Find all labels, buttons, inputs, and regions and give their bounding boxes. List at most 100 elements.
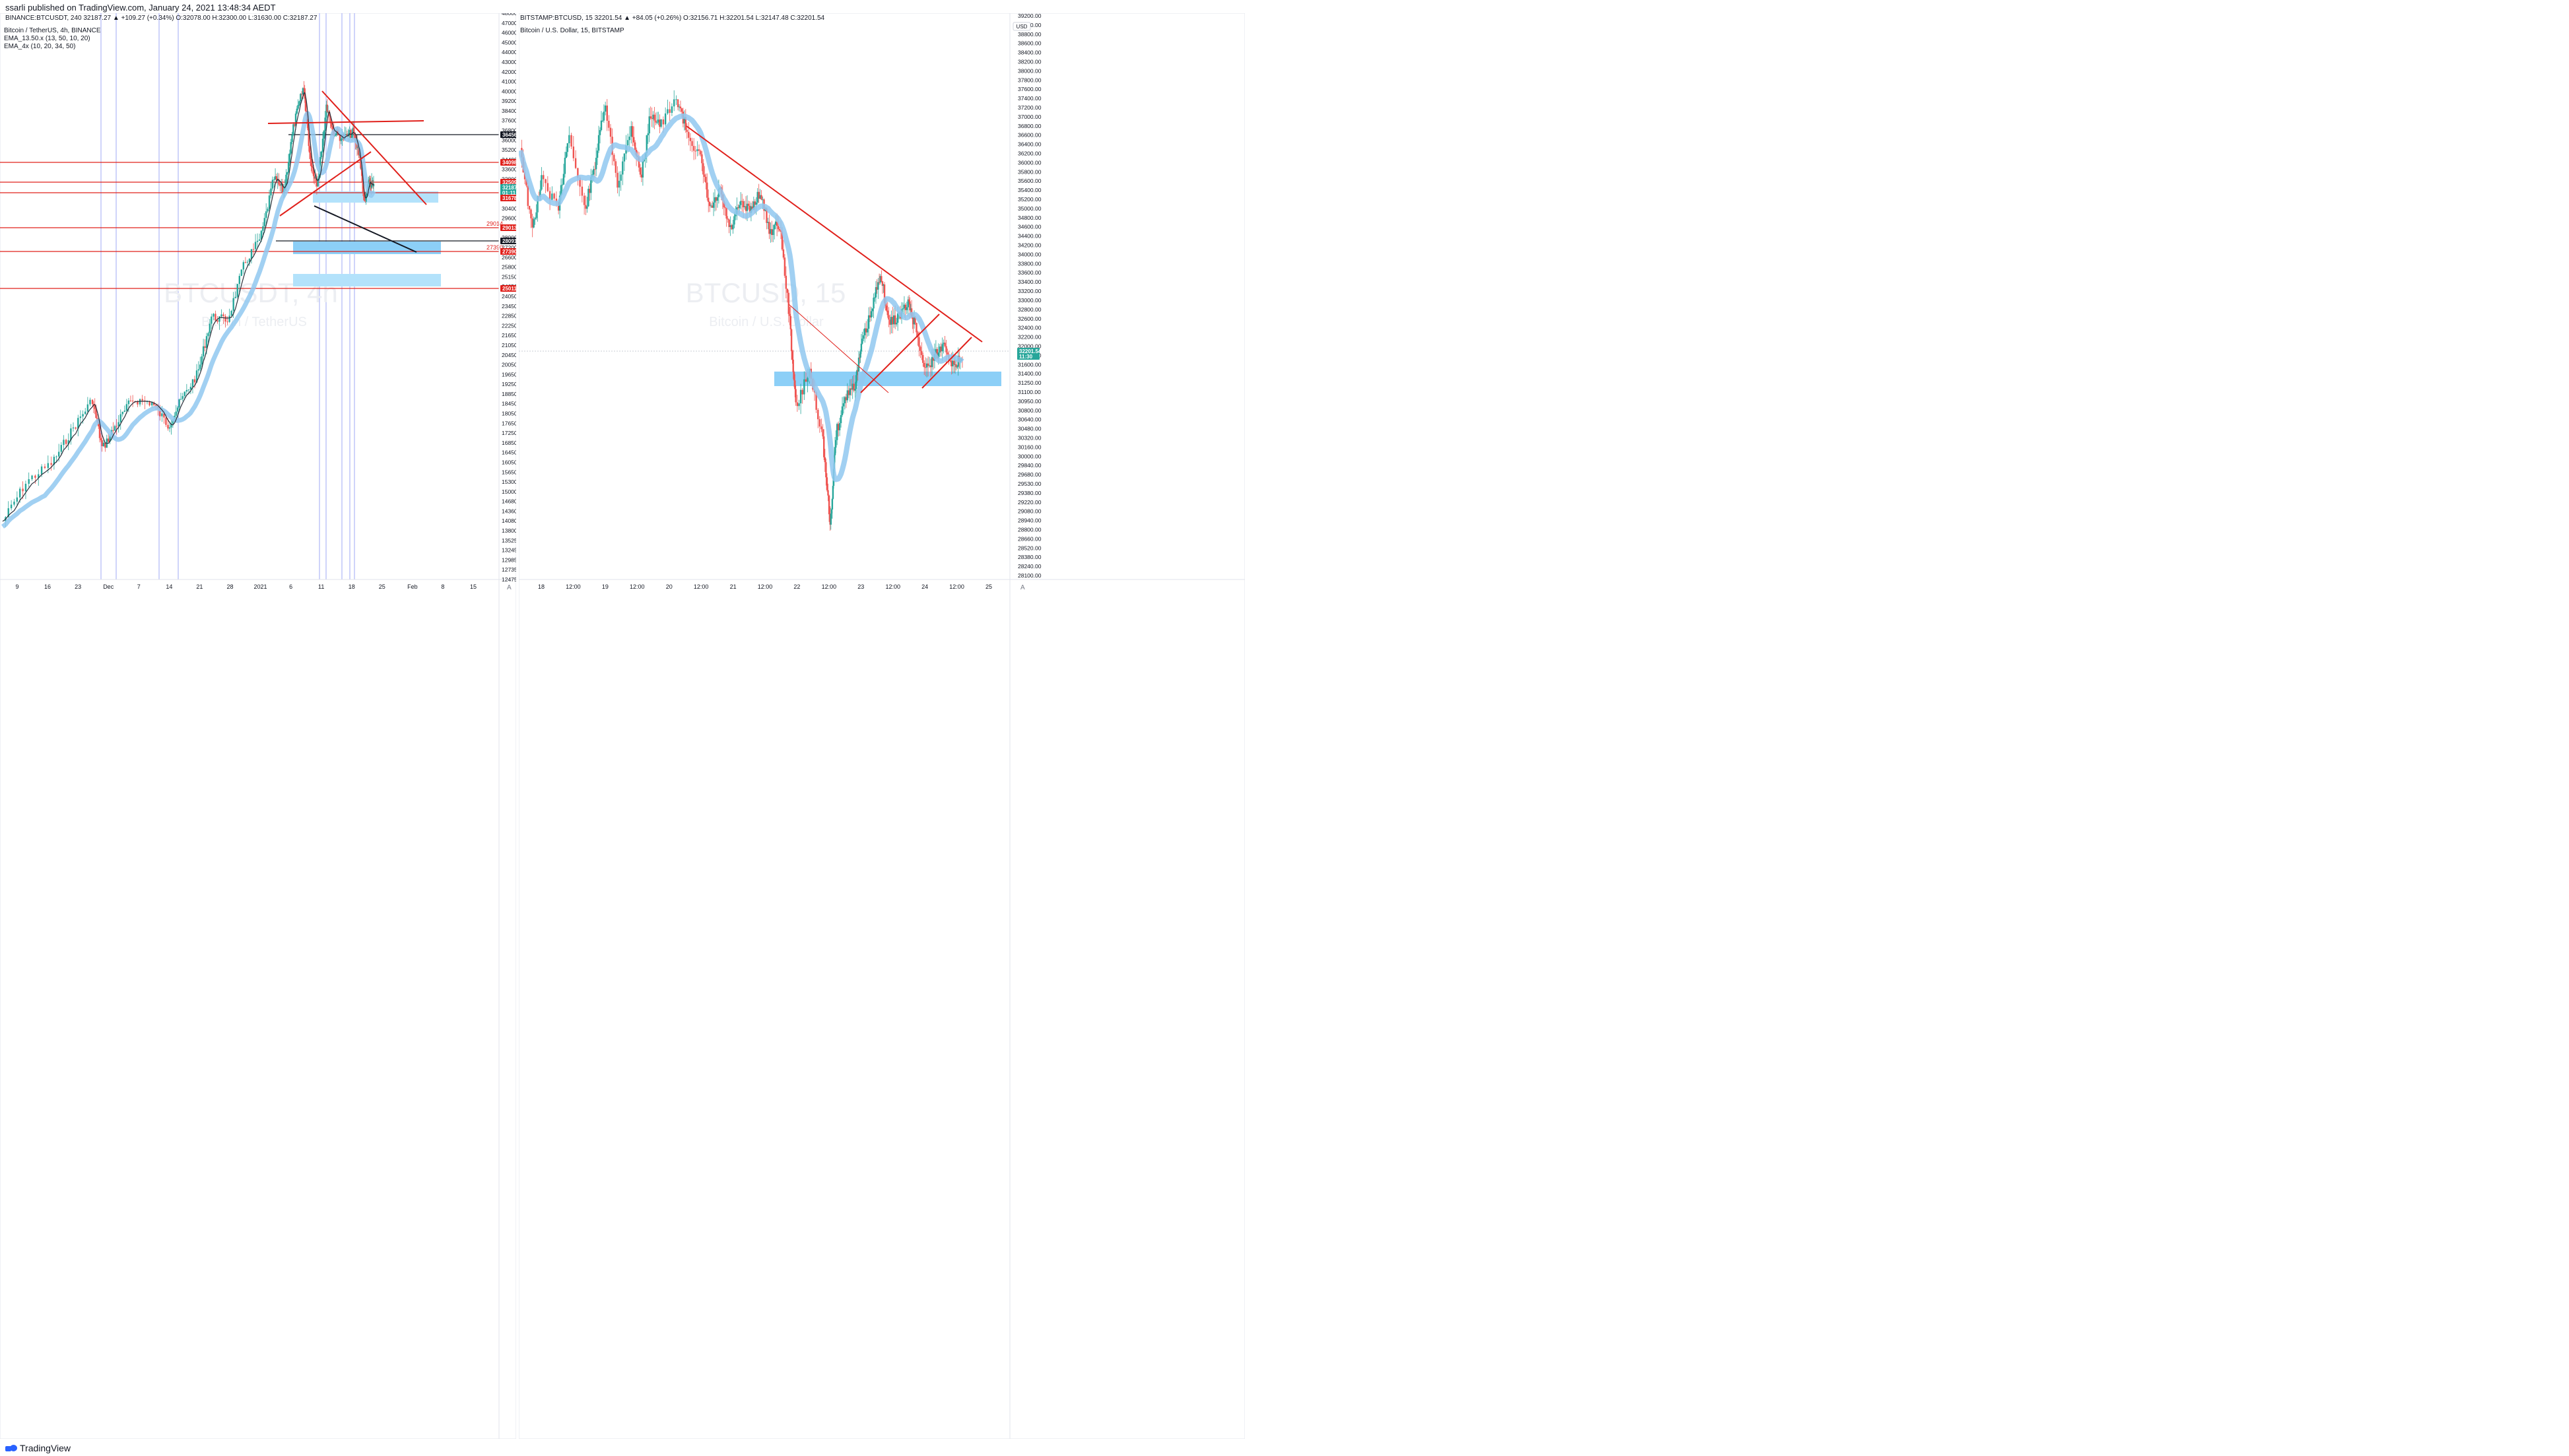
left-candle bbox=[53, 457, 55, 465]
right-y-tick: 37400.00 bbox=[1018, 95, 1042, 102]
trendline-rising[interactable] bbox=[279, 151, 372, 216]
right-candle bbox=[746, 203, 749, 211]
right-candle bbox=[817, 409, 819, 420]
trendline-rising-1[interactable] bbox=[860, 314, 940, 393]
trendline-main-descending[interactable] bbox=[686, 125, 983, 343]
right-axis-auto-button[interactable]: A bbox=[1020, 584, 1025, 591]
left-candle bbox=[278, 180, 280, 185]
left-indicator-1[interactable]: EMA_13.50.x (13, 50, 10, 20) bbox=[4, 35, 90, 42]
right-y-tick: 33800.00 bbox=[1018, 260, 1042, 267]
ema-band bbox=[519, 113, 964, 482]
left-y-tick: 16050.00 bbox=[502, 459, 516, 465]
right-candle bbox=[533, 219, 535, 228]
left-candle bbox=[271, 180, 274, 189]
right-candle bbox=[845, 397, 848, 401]
right-y-tick: 37200.00 bbox=[1018, 104, 1042, 111]
left-candle bbox=[297, 104, 299, 109]
right-candle bbox=[729, 225, 731, 227]
footer[interactable]: TradingView bbox=[5, 1443, 71, 1453]
right-candle bbox=[570, 135, 572, 147]
left-chart[interactable]: BTCUSDT, 4h Bitcoin / TetherUS 29014 273… bbox=[0, 13, 516, 1439]
right-candle bbox=[855, 375, 857, 389]
right-chart-panel[interactable]: BTCUSD, 15 Bitcoin / U.S. Dollar 39200.0… bbox=[519, 13, 1245, 1439]
left-candle bbox=[97, 422, 100, 426]
left-y-tick: 18850.00 bbox=[502, 391, 516, 397]
left-candle bbox=[191, 379, 194, 387]
left-y-tick: 22250.00 bbox=[502, 322, 516, 329]
left-candle bbox=[242, 262, 245, 270]
trendline-rising-2[interactable] bbox=[921, 337, 972, 389]
right-candle bbox=[547, 183, 549, 191]
left-y-tick: 20050.00 bbox=[502, 362, 516, 368]
right-candle bbox=[883, 284, 884, 286]
trendline-thin[interactable] bbox=[788, 304, 889, 393]
right-candle bbox=[686, 129, 688, 132]
left-candle bbox=[360, 158, 362, 169]
right-candle bbox=[755, 202, 757, 205]
right-candle bbox=[890, 317, 892, 325]
right-candle bbox=[758, 191, 760, 199]
right-candle bbox=[914, 316, 916, 323]
left-y-tick: 16850.00 bbox=[502, 440, 516, 446]
left-candle bbox=[287, 162, 290, 172]
annotation-27390: 27390 bbox=[486, 244, 503, 251]
left-x-tick: Feb bbox=[407, 583, 418, 590]
right-candle bbox=[791, 351, 793, 360]
right-candle bbox=[608, 121, 610, 128]
right-candle bbox=[696, 149, 698, 151]
right-candle bbox=[725, 208, 727, 219]
left-y-tick: 19650.00 bbox=[502, 371, 516, 378]
left-candle bbox=[137, 401, 139, 405]
right-y-tick: 38600.00 bbox=[1018, 40, 1042, 47]
trendline-resistance[interactable] bbox=[321, 90, 427, 205]
right-y-tick: 33400.00 bbox=[1018, 279, 1042, 285]
right-candle bbox=[883, 284, 886, 304]
left-candle bbox=[75, 427, 77, 429]
left-candle bbox=[232, 298, 234, 311]
left-price-label: 34098.77 bbox=[502, 160, 516, 166]
left-candle bbox=[291, 135, 293, 143]
right-y-tick: 32600.00 bbox=[1018, 315, 1042, 322]
left-candle bbox=[302, 88, 304, 94]
right-chart[interactable]: BTCUSD, 15 Bitcoin / U.S. Dollar 39200.0… bbox=[519, 13, 1245, 1439]
right-candle bbox=[932, 357, 935, 361]
left-chart-header: BINANCE:BTCUSDT, 240 32187.27 ▲ +109.27 … bbox=[5, 15, 317, 22]
left-candle bbox=[354, 133, 356, 135]
trendline-descending-black[interactable] bbox=[314, 205, 417, 253]
left-candle bbox=[175, 411, 177, 416]
right-y-tick: 33000.00 bbox=[1018, 297, 1042, 304]
right-candle bbox=[940, 347, 942, 352]
left-y-tick: 18450.00 bbox=[502, 401, 516, 407]
right-candle bbox=[825, 462, 827, 478]
left-candle bbox=[185, 389, 188, 392]
left-candle bbox=[22, 488, 24, 492]
left-candle bbox=[180, 399, 182, 400]
left-y-tick: 29600.00 bbox=[502, 215, 516, 222]
left-y-tick: 38400.00 bbox=[502, 108, 516, 114]
right-candle bbox=[640, 174, 643, 178]
left-chart-panel[interactable]: BTCUSDT, 4h Bitcoin / TetherUS 29014 273… bbox=[0, 13, 516, 1439]
left-candle bbox=[182, 396, 184, 399]
right-candle bbox=[796, 402, 799, 407]
left-candle bbox=[218, 316, 220, 322]
right-y-tick: 28940.00 bbox=[1018, 517, 1042, 524]
left-x-tick: 21 bbox=[196, 583, 203, 590]
trendline-horizontal-top[interactable] bbox=[267, 120, 424, 124]
right-candle bbox=[600, 120, 603, 131]
left-axis-auto-button[interactable]: A bbox=[507, 584, 512, 591]
right-y-tick: 37800.00 bbox=[1018, 77, 1042, 83]
left-y-tick: 48000.00 bbox=[502, 13, 516, 17]
right-y-tick: 38400.00 bbox=[1018, 50, 1042, 56]
right-candle bbox=[866, 329, 869, 333]
right-watermark-name: Bitcoin / U.S. Dollar bbox=[709, 315, 824, 329]
right-candle bbox=[841, 406, 844, 415]
left-candle bbox=[345, 134, 347, 135]
left-candle bbox=[260, 230, 263, 240]
currency-button[interactable] bbox=[1013, 22, 1031, 31]
left-indicator-2[interactable]: EMA_4x (10, 20, 34, 50) bbox=[4, 43, 75, 50]
right-candle bbox=[583, 195, 585, 205]
right-candle bbox=[642, 161, 644, 178]
right-candle bbox=[710, 205, 712, 207]
right-candle bbox=[774, 224, 776, 230]
right-candle bbox=[581, 186, 584, 196]
